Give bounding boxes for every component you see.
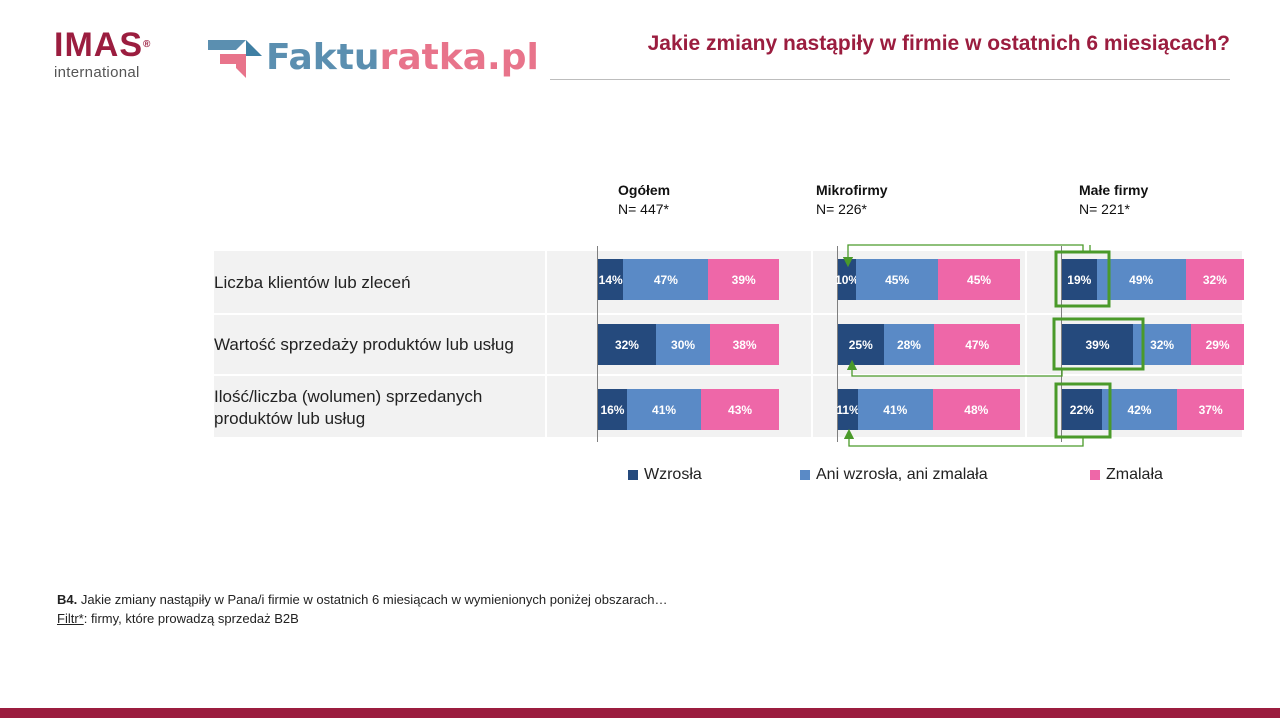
bar-segment-ani: 42% [1101, 389, 1178, 430]
axis-line-ogolem [597, 246, 598, 442]
bar-segment-wzrosla: 14% [598, 259, 624, 300]
fakturatka-logo: Fakturatka.pl [206, 34, 539, 84]
imas-word: IMAS [54, 26, 143, 64]
column-gap [545, 251, 547, 437]
category-label: Ilość/liczba (wolumen) sprzedanych produ… [214, 387, 483, 428]
question-code: B4. [57, 592, 78, 607]
bar-segment-ani: 45% [856, 259, 939, 300]
column-gap [811, 251, 813, 437]
axis-line-male-firmy [1061, 246, 1062, 442]
bar-segment-zmalala: 39% [708, 259, 779, 300]
bar-segment-ani: 49% [1096, 259, 1186, 300]
title-divider [550, 79, 1230, 80]
imas-logo: IMAS® international [54, 28, 151, 81]
bar-segment-wzrosla: 25% [838, 324, 884, 365]
bar-segment-zmalala: 45% [938, 259, 1020, 300]
highlight-box [1054, 250, 1111, 308]
col-name: Ogółem [618, 182, 671, 198]
bar-segment-ani: 30% [655, 324, 711, 365]
bar-segment-ani: 41% [626, 389, 702, 430]
bar-segment-zmalala: 32% [1185, 259, 1244, 300]
col-n: N= 447* [618, 201, 669, 217]
column-gap [1025, 251, 1027, 437]
imas-reg-mark: ® [143, 39, 152, 50]
question-text: Jakie zmiany nastąpiły w Pana/i firmie w… [77, 592, 668, 607]
highlight-box [1054, 382, 1112, 439]
legend-swatch [628, 470, 638, 480]
filter-label: Filtr* [57, 611, 84, 626]
legend-item-ani: Ani wzrosła, ani zmalała [800, 466, 988, 484]
bar-segment-zmalala: 37% [1177, 389, 1244, 430]
highlight-box [1052, 317, 1145, 371]
bar-segment-ani: 41% [858, 389, 933, 430]
legend-item-wzrosla: Wzrosła [628, 466, 702, 484]
bar-segment-wzrosla: 16% [598, 389, 627, 430]
fakturatka-word-1: Faktu [266, 37, 380, 78]
bar-segment-wzrosla: 22% [1062, 389, 1102, 430]
imas-subtitle: international [54, 64, 140, 81]
col-n: N= 221* [1079, 201, 1130, 217]
bar-segment-zmalala: 38% [710, 324, 779, 365]
legend-swatch [1090, 470, 1100, 480]
col-header-mikrofirmy: Mikrofirmy N= 226* [816, 181, 888, 219]
bar-segment-zmalala: 43% [701, 389, 779, 430]
legend-label: Ani wzrosła, ani zmalała [816, 466, 988, 483]
legend-swatch [800, 470, 810, 480]
bar-segment-zmalala: 47% [934, 324, 1020, 365]
bar-segment-wzrosla: 32% [598, 324, 656, 365]
fakturatka-word-2: ratka.pl [379, 37, 539, 78]
bar-segment-zmalala: 48% [932, 389, 1020, 430]
page-title: Jakie zmiany nastąpiły w firmie w ostatn… [647, 32, 1230, 55]
col-name: Mikrofirmy [816, 182, 888, 198]
bar-segment-wzrosla: 11% [836, 389, 860, 430]
bar-segment-ani: 47% [623, 259, 709, 300]
fakturatka-arrow-icon [208, 40, 262, 78]
category-label: Wartość sprzedaży produktów lub usług [214, 335, 514, 354]
bar-segment-wzrosla: 10% [835, 259, 859, 300]
legend-label: Zmalała [1106, 466, 1163, 483]
col-header-male-firmy: Małe firmy N= 221* [1079, 181, 1148, 219]
legend-item-zmalala: Zmalała [1090, 466, 1163, 484]
bar-segment-wzrosla: 19% [1062, 259, 1097, 300]
col-header-ogolem: Ogółem N= 447* [618, 181, 670, 219]
filter-text: : firmy, które prowadzą sprzedaż B2B [83, 611, 299, 626]
col-name: Małe firmy [1079, 182, 1149, 198]
bar-segment-zmalala: 29% [1191, 324, 1244, 365]
bottom-bar [0, 708, 1280, 718]
col-n: N= 226* [816, 201, 867, 217]
axis-line-mikrofirmy [837, 246, 838, 442]
footer-note: B4. Jakie zmiany nastąpiły w Pana/i firm… [57, 590, 668, 628]
legend-label: Wzrosła [644, 466, 702, 483]
connector-arrow [842, 244, 1084, 268]
bar-segment-ani: 28% [883, 324, 935, 365]
connector-arrow [846, 359, 1063, 377]
category-label: Liczba klientów lub zleceń [214, 273, 411, 292]
connector-arrow [843, 428, 1084, 447]
bar-segment-wzrosla: 39% [1062, 324, 1133, 365]
